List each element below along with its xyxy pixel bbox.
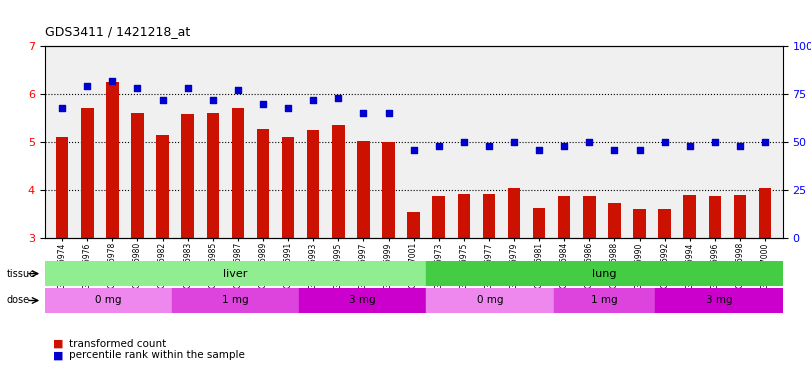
Point [231,87,244,93]
Point [332,95,345,101]
Point [206,97,219,103]
Text: percentile rank within the sample: percentile rank within the sample [69,350,245,360]
Point [708,139,721,145]
Point [181,85,194,91]
Point [131,85,144,91]
Point [457,139,470,145]
Bar [257,129,269,238]
Bar [427,261,783,286]
Text: 0 mg: 0 mg [477,295,503,306]
Point [533,147,546,153]
Bar [483,194,496,238]
Text: dose: dose [6,295,30,306]
Bar [554,288,655,313]
Point [683,143,696,149]
Text: lung: lung [592,268,616,279]
Bar [332,125,345,238]
Bar [182,114,194,238]
Text: GDS3411 / 1421218_at: GDS3411 / 1421218_at [45,25,190,38]
Text: 3 mg: 3 mg [350,295,376,306]
Text: ■: ■ [53,350,63,360]
Bar [407,212,420,238]
Bar [508,188,521,238]
Bar [307,130,320,238]
Bar [299,288,427,313]
Bar [382,142,395,238]
Point [583,139,596,145]
Bar [659,209,671,238]
Point [633,147,646,153]
Text: liver: liver [223,268,247,279]
Point [608,147,621,153]
Point [256,101,269,107]
Bar [45,261,427,286]
Bar [759,188,771,238]
Point [382,110,395,116]
Bar [655,288,783,313]
Point [659,139,672,145]
Point [558,143,571,149]
Text: 1 mg: 1 mg [591,295,618,306]
Point [407,147,420,153]
Bar [81,108,93,238]
Bar [56,137,68,238]
Bar [709,196,721,238]
Bar [282,137,294,238]
Point [733,143,746,149]
Text: 0 mg: 0 mg [95,295,122,306]
Bar [131,113,144,238]
Text: transformed count: transformed count [69,339,166,349]
Bar [45,288,172,313]
Point [281,104,294,111]
Bar [734,195,746,238]
Point [432,143,445,149]
Point [307,97,320,103]
Point [758,139,771,145]
Point [357,110,370,116]
Point [81,83,94,89]
Text: 1 mg: 1 mg [222,295,249,306]
Bar [232,108,244,238]
Bar [172,288,299,313]
Point [508,139,521,145]
Bar [583,196,595,238]
Bar [684,195,696,238]
Point [106,78,119,84]
Bar [106,82,118,238]
Bar [357,141,370,238]
Point [56,104,69,111]
Bar [457,194,470,238]
Bar [432,196,445,238]
Text: 3 mg: 3 mg [706,295,732,306]
Text: ■: ■ [53,339,63,349]
Point [483,143,496,149]
Bar [157,135,169,238]
Bar [533,208,546,238]
Bar [207,113,219,238]
Bar [427,288,554,313]
Point [156,97,169,103]
Bar [608,203,620,238]
Text: tissue: tissue [6,268,36,279]
Bar [633,209,646,238]
Bar [558,196,570,238]
